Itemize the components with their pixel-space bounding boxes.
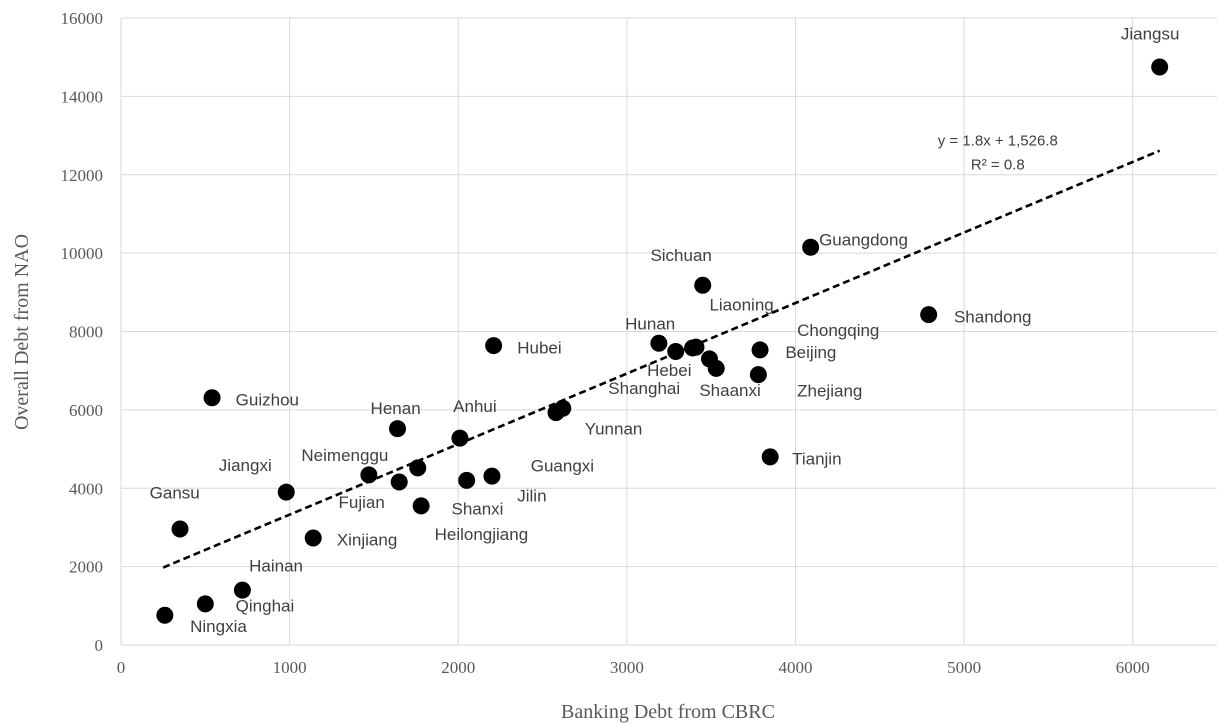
data-point-gansu: [171, 520, 189, 538]
label-hainan: Hainan: [249, 557, 303, 576]
data-point-beijing: [751, 341, 769, 359]
point-labels: Jiangsu Guangdong Shandong Sichuan Liaoning C…: [150, 25, 1180, 637]
trendline-r2-text: R² = 0.8: [971, 156, 1025, 173]
y-axis-title: Overall Debt from NAO: [11, 234, 33, 430]
data-point-hainan: [233, 581, 251, 599]
label-guangdong: Guangdong: [819, 230, 908, 249]
label-qinghai: Qinghai: [236, 596, 295, 615]
label-xinjiang: Xinjiang: [337, 530, 398, 549]
trendline-equation-text: y = 1.8x + 1,526.8: [938, 132, 1058, 149]
label-anhui: Anhui: [453, 397, 496, 416]
label-jilin: Jilin: [517, 487, 546, 506]
data-point-anhui: [451, 429, 469, 447]
label-gansu: Gansu: [150, 483, 200, 502]
data-points: [156, 58, 1169, 624]
data-point-henan: [389, 420, 407, 438]
data-point-zhejiang: [749, 366, 767, 384]
y-tick-label: 14000: [61, 87, 104, 106]
data-point-ningxia: [156, 606, 174, 624]
data-point-jiangsu: [1151, 58, 1169, 76]
y-tick-label: 10000: [61, 244, 104, 263]
data-point-hubei: [485, 337, 503, 355]
data-point-jilin: [458, 471, 476, 489]
data-point-fujian: [390, 473, 408, 491]
trendline-equation: y = 1.8x + 1,526.8 R² = 0.8: [938, 132, 1058, 173]
label-shandong: Shandong: [954, 307, 1032, 326]
data-point-chongqing: [707, 359, 725, 377]
label-guangxi: Guangxi: [531, 456, 594, 475]
x-tick-label: 6000: [1116, 658, 1150, 677]
x-tick-label: 0: [117, 658, 126, 677]
data-point-heilongjiang: [360, 466, 378, 484]
label-neimenggu: Neimenggu: [301, 446, 388, 465]
x-tick-label: 1000: [273, 658, 307, 677]
label-shanxi: Shanxi: [451, 500, 503, 519]
data-point-tianjin: [761, 448, 779, 466]
data-point-guangxi: [483, 467, 501, 485]
data-point-qinghai: [196, 595, 214, 613]
gridlines: [120, 17, 1217, 646]
label-hubei: Hubei: [517, 338, 561, 357]
label-sichuan: Sichuan: [650, 246, 711, 265]
label-jiangxi: Jiangxi: [219, 456, 272, 475]
data-point-guangdong: [802, 238, 820, 256]
data-point-sichuan: [694, 276, 712, 294]
x-axis-ticks: 0 1000 2000 3000 4000 5000 6000: [117, 658, 1150, 677]
data-point-shanxi: [412, 497, 430, 515]
y-axis-ticks: 0 2000 4000 6000 8000 10000 12000 14000 16000: [61, 9, 104, 655]
label-hunan: Hunan: [625, 315, 675, 334]
y-tick-label: 8000: [69, 323, 103, 342]
data-point-shaanxi: [687, 338, 705, 356]
label-fujian: Fujian: [339, 493, 385, 512]
x-tick-label: 4000: [778, 658, 812, 677]
label-heilongjiang: Heilongjiang: [435, 525, 529, 544]
x-tick-label: 3000: [610, 658, 644, 677]
y-tick-label: 12000: [61, 166, 104, 185]
data-point-xinjiang: [304, 529, 322, 547]
x-tick-label: 5000: [947, 658, 981, 677]
data-point-hebei: [667, 342, 685, 360]
data-point-jiangxi: [277, 483, 295, 501]
label-guizhou: Guizhou: [236, 391, 299, 410]
x-axis-title: Banking Debt from CBRC: [561, 701, 775, 723]
data-point-shandong: [920, 306, 938, 324]
label-hebei: Hebei: [647, 361, 691, 380]
data-point-guizhou: [203, 389, 221, 407]
label-beijing: Beijing: [785, 343, 836, 362]
label-yunnan: Yunnan: [585, 420, 643, 439]
label-henan: Henan: [371, 399, 421, 418]
data-point-hunan: [650, 334, 668, 352]
y-tick-label: 6000: [69, 401, 103, 420]
data-point-yunnan2: [554, 399, 572, 417]
y-tick-label: 16000: [61, 9, 104, 28]
y-tick-label: 2000: [69, 558, 103, 577]
trendline-path: [162, 149, 1161, 569]
data-point-neimenggu: [409, 459, 427, 477]
label-jiangsu: Jiangsu: [1121, 25, 1180, 44]
label-zhejiang: Zhejiang: [797, 382, 862, 401]
label-liaoning: Liaoning: [709, 295, 773, 314]
y-tick-label: 4000: [69, 479, 103, 498]
label-chongqing: Chongqing: [797, 321, 879, 340]
label-ningxia: Ningxia: [190, 617, 247, 636]
trendline: [162, 149, 1161, 569]
label-shaanxi: Shaanxi: [699, 381, 760, 400]
label-tianjin: Tianjin: [792, 450, 841, 469]
x-tick-label: 2000: [441, 658, 475, 677]
y-tick-label: 0: [95, 636, 104, 655]
label-shanghai: Shanghai: [608, 379, 680, 398]
